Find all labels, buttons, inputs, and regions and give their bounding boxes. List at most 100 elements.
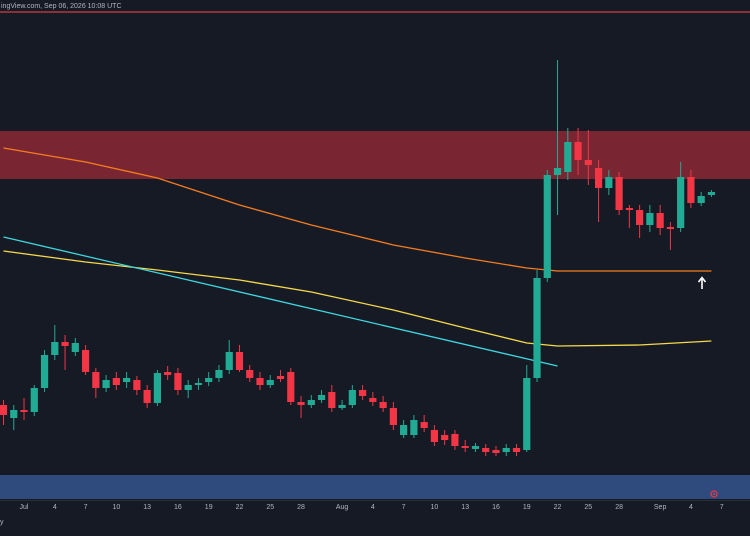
candle-body <box>256 378 264 385</box>
candle-body <box>656 213 664 228</box>
x-tick-label: 25 <box>584 504 592 511</box>
candle-body <box>133 380 141 390</box>
arrow-head <box>697 276 707 283</box>
candle-body <box>276 376 285 379</box>
zone <box>0 131 750 179</box>
candle-body <box>523 378 531 450</box>
candle-body <box>205 378 213 382</box>
x-tick-label: 4 <box>53 504 57 511</box>
candle-body <box>482 448 490 452</box>
candle-body <box>697 196 705 203</box>
overlay-line <box>3 147 712 272</box>
candle-body <box>102 380 110 388</box>
event-icon-dot <box>713 493 715 495</box>
candle-body <box>174 373 182 390</box>
candle-body <box>584 160 592 165</box>
x-tick-label: 16 <box>492 504 500 511</box>
overlays <box>3 147 712 367</box>
candle-body <box>338 405 346 408</box>
event-icon-ring <box>710 490 718 498</box>
candle-body <box>153 373 161 403</box>
candle-body <box>492 450 500 453</box>
candle-body <box>40 355 49 388</box>
candle-body <box>369 398 377 402</box>
candle-body <box>707 192 716 195</box>
candle-body <box>615 177 623 210</box>
x-tick-label: 4 <box>689 504 693 511</box>
x-tick-label: 22 <box>236 504 244 511</box>
candles <box>0 60 716 456</box>
candle-body <box>451 434 459 446</box>
candle-body <box>543 175 551 278</box>
candle-body <box>666 227 674 229</box>
candle-body <box>533 278 541 378</box>
x-tick-label: 19 <box>523 504 531 511</box>
candle-body <box>502 448 510 452</box>
candle-body <box>81 350 90 372</box>
candle-body <box>564 142 572 172</box>
candle-body <box>441 435 449 440</box>
candle-body <box>379 402 387 408</box>
x-tick-label: 25 <box>266 504 274 511</box>
candle-body <box>646 213 654 225</box>
candle-body <box>112 378 120 385</box>
x-tick-label: 4 <box>371 504 375 511</box>
candle-body <box>420 422 428 428</box>
candle-body <box>297 402 305 405</box>
candle-body <box>266 380 274 385</box>
candle-body <box>594 168 603 188</box>
candle-body <box>194 383 203 385</box>
x-tick-label: 10 <box>431 504 439 511</box>
x-tick-label: 7 <box>84 504 88 511</box>
candle-body <box>30 388 38 412</box>
x-tick-label: 16 <box>174 504 182 511</box>
candle-body <box>123 378 131 382</box>
x-tick-label: 7 <box>720 504 724 511</box>
x-tick-label: Jul <box>20 504 29 511</box>
event-icon <box>710 490 718 498</box>
x-tick-label: 13 <box>143 504 151 511</box>
candle-body <box>164 372 172 375</box>
x-tick-label: 7 <box>402 504 406 511</box>
x-axis: Jul 4 7 10 13 16 19 22 25 28 Aug 4 7 10 13 16 19 22 25 28 Se… <box>0 500 750 511</box>
x-tick-label: Aug <box>336 504 349 511</box>
x-tick-label: Sep <box>654 504 667 511</box>
candle-body <box>687 177 695 203</box>
zone <box>0 475 750 499</box>
candle-body <box>10 410 18 418</box>
candle-body <box>0 405 8 415</box>
x-tick-label: 22 <box>554 504 562 511</box>
candle-body <box>512 448 521 452</box>
candle-body <box>215 370 223 378</box>
candle-body <box>328 392 336 408</box>
candle-body <box>574 142 582 160</box>
candle-body <box>235 352 244 370</box>
candle-body <box>636 210 644 225</box>
candle-body <box>71 343 79 352</box>
candle-body <box>389 408 397 425</box>
candle-body <box>410 420 418 435</box>
x-tick-label: 19 <box>205 504 213 511</box>
candle-body <box>287 372 295 402</box>
candle-body <box>348 390 356 405</box>
candle-body <box>61 342 69 346</box>
candle-body <box>471 446 480 449</box>
candle-body <box>225 352 233 370</box>
candle-body <box>51 342 59 355</box>
candle-body <box>184 385 192 390</box>
candle-body <box>605 177 613 188</box>
arrow-annotation <box>697 276 707 289</box>
candle-body <box>307 400 315 405</box>
candle-body <box>20 410 28 412</box>
x-tick-label: 28 <box>615 504 623 511</box>
header-text: ingView.com, Sep 06, 2026 10:08 UTC <box>1 3 122 10</box>
candle-body <box>461 446 469 448</box>
x-tick-label: 28 <box>297 504 305 511</box>
candle-body <box>317 395 326 400</box>
candle-body <box>625 208 633 210</box>
candle-body <box>400 425 408 435</box>
candle-body <box>553 168 562 175</box>
